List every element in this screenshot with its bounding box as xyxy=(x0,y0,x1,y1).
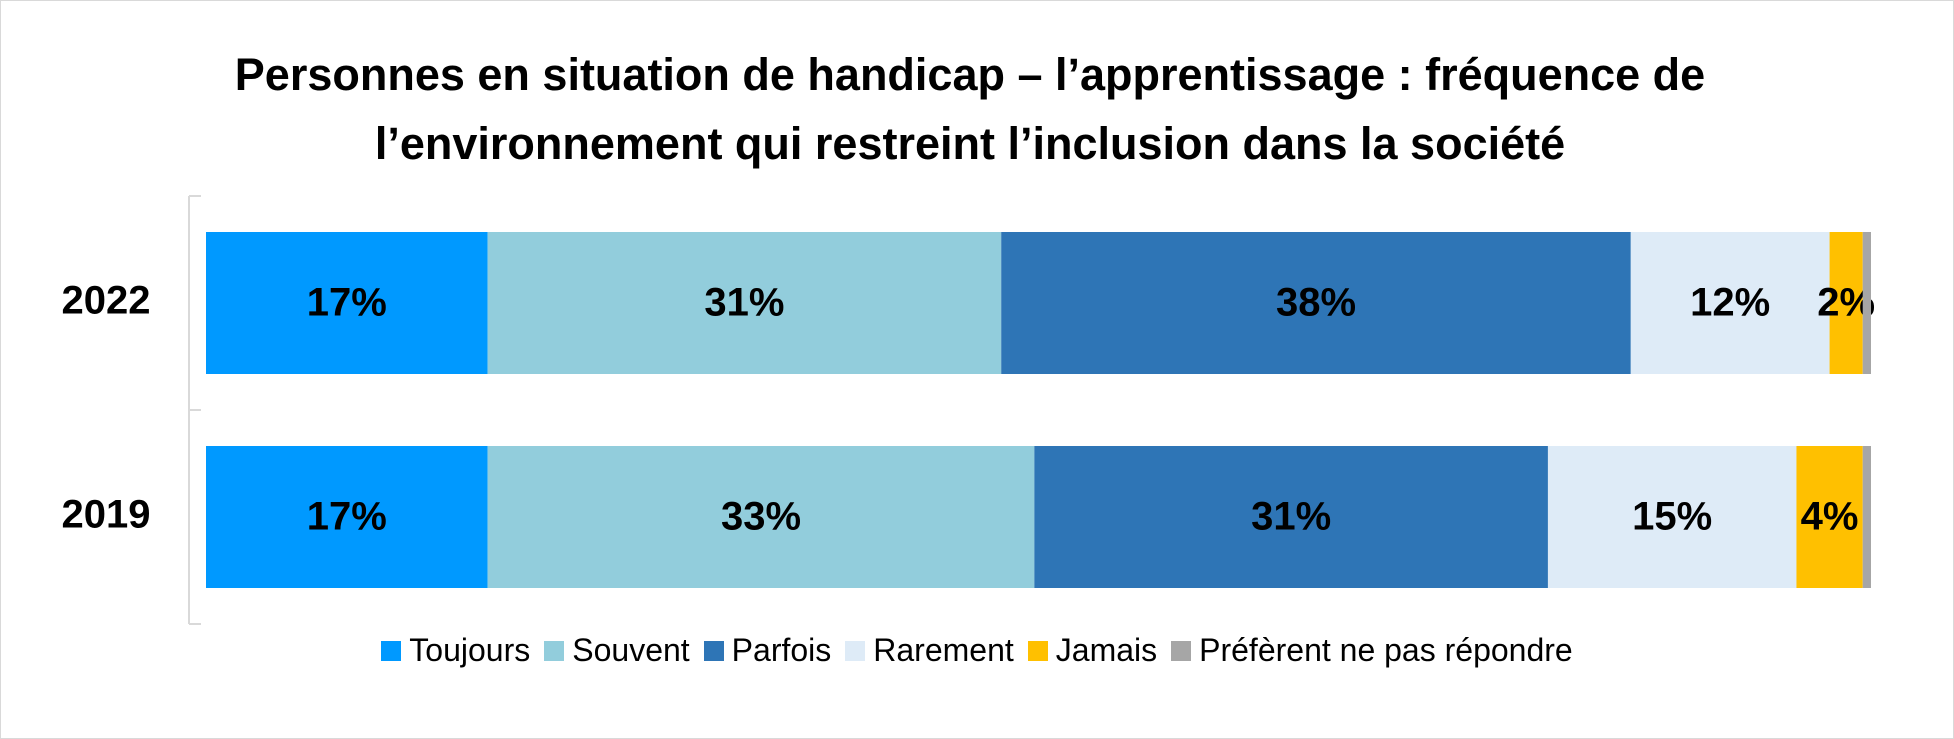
y-tick-label: 2019 xyxy=(62,493,151,537)
legend-label: Jamais xyxy=(1055,632,1158,668)
bar-segment xyxy=(1862,446,1871,588)
bar-segment xyxy=(1034,446,1548,588)
bar-segment xyxy=(487,446,1035,588)
data-label: 17% xyxy=(307,281,387,325)
legend-label: Préfèrent ne pas répondre xyxy=(1199,632,1573,668)
bar-segment xyxy=(1862,232,1871,374)
legend-label: Souvent xyxy=(572,632,690,668)
legend-swatch xyxy=(1171,640,1192,661)
legend-item: Jamais xyxy=(1027,632,1158,669)
legend-swatch xyxy=(381,640,402,661)
legend-item: Rarement xyxy=(845,632,1014,669)
legend-swatch xyxy=(845,640,866,661)
data-label: 33% xyxy=(721,495,801,539)
bar-segment xyxy=(206,232,488,374)
data-label: 38% xyxy=(1276,281,1356,325)
legend-swatch xyxy=(703,640,724,661)
data-label: 15% xyxy=(1632,495,1712,539)
legend: Toujours Souvent Parfois Rarement Jamais Préf… xyxy=(0,632,1954,669)
legend-item: Souvent xyxy=(544,632,690,669)
data-label: 31% xyxy=(1251,495,1331,539)
bar-segment xyxy=(1796,446,1863,588)
data-label: 31% xyxy=(704,281,784,325)
legend-label: Parfois xyxy=(731,632,832,668)
bar-segment xyxy=(1001,232,1631,374)
legend-swatch xyxy=(1027,640,1048,661)
legend-item: Préfèrent ne pas répondre xyxy=(1171,632,1573,669)
bar-segment xyxy=(206,446,488,588)
data-label: 12% xyxy=(1690,281,1770,325)
bar-segment xyxy=(487,232,1002,374)
legend-swatch xyxy=(544,640,565,661)
bar-segment xyxy=(1547,446,1797,588)
data-label: 4% xyxy=(1801,495,1859,539)
data-label: 17% xyxy=(307,495,387,539)
legend-item: Toujours xyxy=(381,632,530,669)
legend-label: Toujours xyxy=(409,632,531,668)
legend-item: Parfois xyxy=(703,632,832,669)
legend-label: Rarement xyxy=(873,632,1014,668)
chart-title: Personnes en situation de handicap – l’a… xyxy=(234,49,1706,169)
bar-segment xyxy=(1829,232,1863,374)
bar-segment xyxy=(1630,232,1830,374)
y-tick-label: 2022 xyxy=(62,279,151,323)
